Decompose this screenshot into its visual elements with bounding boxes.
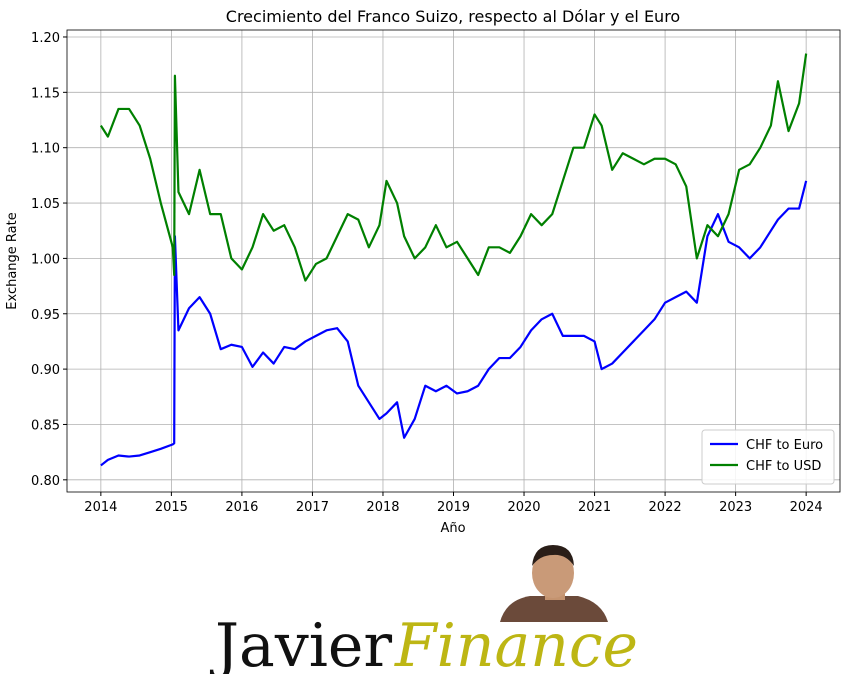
y-tick-label: 1.10 [31, 142, 60, 157]
logo-first: Javier [209, 611, 392, 674]
legend: CHF to Euro CHF to USD [701, 429, 835, 485]
plot-area: 2014 2015 2016 2017 2018 2019 2020 2021 2022 2023… [31, 29, 841, 515]
y-tick-label: 1.15 [31, 86, 60, 101]
x-tick-label: 2022 [649, 500, 682, 515]
line-series [100, 180, 808, 467]
x-tick-label: 2020 [507, 500, 540, 515]
x-tick-label: 2017 [296, 500, 329, 515]
y-tick-label: 1.20 [31, 31, 60, 46]
y-tick-label: 0.90 [31, 363, 60, 378]
photo [500, 545, 608, 622]
x-tick-label: 2014 [84, 500, 117, 515]
x-tick-label: 2024 [790, 500, 823, 515]
y-tick-label: 0.80 [31, 474, 60, 489]
y-tick-label: 0.85 [31, 418, 60, 433]
x-axis-label: Año [440, 521, 465, 536]
legend-label: CHF to Euro [746, 438, 823, 453]
x-tick-label: 2023 [719, 500, 752, 515]
plot-frame [66, 29, 841, 493]
chart-title: Crecimiento del Franco Suizo, respecto a… [226, 7, 680, 26]
y-tick-label: 0.95 [31, 308, 60, 323]
y-tick-label: 1.00 [31, 252, 60, 267]
x-tick-label: 2015 [155, 500, 188, 515]
line-series [99, 53, 808, 282]
x-tick-label: 2018 [366, 500, 399, 515]
y-tick-label: 1.05 [31, 197, 60, 212]
y-axis-label: Exchange Rate [5, 212, 20, 309]
x-tick-label: 2021 [578, 500, 611, 515]
legend-label: CHF to USD [746, 459, 821, 474]
x-tick-label: 2019 [437, 500, 470, 515]
x-tick-label: 2016 [225, 500, 258, 515]
logo-second: Finance [394, 611, 638, 674]
